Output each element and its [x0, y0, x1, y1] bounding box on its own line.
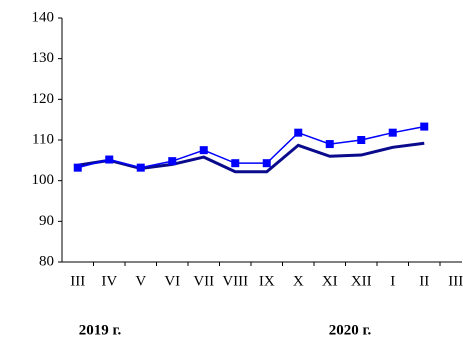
year-label: 2020 г.: [329, 322, 372, 338]
x-tick-label: V: [135, 273, 146, 289]
marker: [231, 159, 240, 168]
marker: [73, 163, 82, 172]
marker: [262, 159, 271, 168]
series-line: [77, 125, 425, 169]
x-tick-label: VIII: [222, 273, 248, 289]
series-line: [77, 141, 425, 174]
x-tick-label: II: [419, 273, 429, 289]
y-tick-label: 100: [32, 172, 55, 188]
y-tick-label: 80: [39, 253, 54, 269]
marker: [199, 146, 208, 155]
x-tick-label: VI: [164, 273, 180, 289]
x-tick-label: XII: [351, 273, 372, 289]
marker: [105, 155, 114, 164]
x-tick-label: X: [293, 273, 304, 289]
x-tick-label: XI: [322, 273, 338, 289]
x-tick-label: IV: [101, 273, 117, 289]
x-tick-label: III: [448, 273, 463, 289]
marker: [357, 136, 366, 144]
x-tick-label: III: [70, 273, 85, 289]
y-tick-label: 110: [32, 131, 54, 147]
marker: [388, 128, 397, 137]
marker: [168, 157, 177, 166]
x-tick-label: VII: [193, 273, 214, 289]
y-tick-label: 130: [32, 50, 55, 66]
marker: [325, 140, 334, 149]
y-tick-label: 140: [32, 9, 55, 25]
x-tick-label: I: [390, 273, 395, 289]
year-label: 2019 г.: [79, 322, 122, 338]
y-tick-label: 90: [39, 213, 54, 229]
marker: [136, 163, 145, 172]
marker: [420, 122, 429, 131]
marker: [294, 128, 303, 137]
x-tick-label: IX: [259, 273, 275, 289]
y-tick-label: 120: [32, 91, 55, 107]
